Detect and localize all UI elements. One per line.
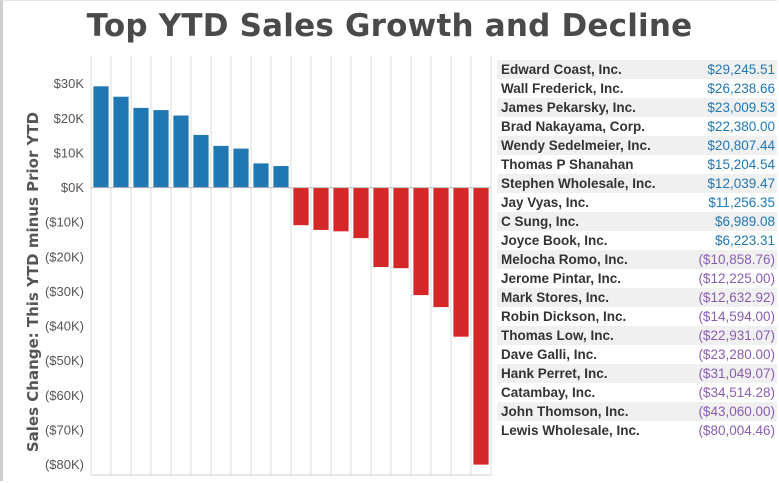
bar-13[interactable] [333, 187, 349, 232]
sales-change-value: $26,238.66 [707, 81, 775, 96]
bar-3[interactable] [133, 107, 149, 188]
y-tick-label: $0K [61, 180, 84, 195]
y-tick-label: ($50K) [45, 353, 84, 368]
customer-name: Wall Frederick, Inc. [501, 81, 624, 96]
table-row: Edward Coast, Inc. $29,245.51 [497, 60, 777, 79]
customer-name: Jerome Pintar, Inc. [501, 271, 622, 286]
sales-change-value: ($23,280.00) [698, 347, 775, 362]
customer-name: Wendy Sedelmeier, Inc. [501, 138, 651, 153]
bar-2[interactable] [113, 96, 129, 188]
customer-name: Catambay, Inc. [501, 385, 596, 400]
customer-name: Thomas Low, Inc. [501, 328, 614, 343]
bar-19[interactable] [453, 187, 469, 337]
bar-12[interactable] [313, 187, 329, 230]
sales-change-value: ($10,858.76) [698, 252, 775, 267]
bar-9[interactable] [253, 163, 269, 188]
bar-18[interactable] [433, 187, 449, 308]
customer-name: Robin Dickson, Inc. [501, 309, 627, 324]
table-row: Jay Vyas, Inc. $11,256.35 [497, 193, 777, 212]
table-row: John Thomson, Inc. ($43,060.00) [497, 402, 777, 421]
sales-change-value: $11,256.35 [708, 195, 775, 210]
customer-name: Jay Vyas, Inc. [501, 195, 590, 210]
customer-name: Mark Stores, Inc. [501, 290, 610, 305]
bar-15[interactable] [373, 187, 389, 267]
sales-change-value: ($14,594.00) [698, 309, 775, 324]
table-row: C Sung, Inc. $6,989.08 [497, 212, 777, 231]
customer-name: Edward Coast, Inc. [501, 62, 622, 77]
y-tick-label: $10K [54, 145, 85, 160]
sales-table: Edward Coast, Inc. $29,245.51 Wall Frederi… [497, 60, 777, 440]
table-row: Wendy Sedelmeier, Inc. $20,807.44 [497, 136, 777, 155]
y-tick-label: $30K [54, 76, 85, 91]
bar-5[interactable] [173, 115, 189, 188]
table-row: Joyce Book, Inc. $6,223.31 [497, 231, 777, 250]
sales-change-value: $29,245.51 [707, 62, 775, 77]
sales-change-value: $20,807.44 [707, 138, 775, 153]
sales-change-value: $12,039.47 [707, 176, 775, 191]
sales-change-value: ($22,931.07) [698, 328, 775, 343]
bar-14[interactable] [353, 187, 369, 239]
table-row: Robin Dickson, Inc. ($14,594.00) [497, 307, 777, 326]
bar-10[interactable] [273, 166, 289, 188]
sales-change-value: $6,989.08 [714, 214, 775, 229]
bar-16[interactable] [393, 187, 409, 269]
table-row: Melocha Romo, Inc. ($10,858.76) [497, 250, 777, 269]
chart-title: Top YTD Sales Growth and Decline [86, 8, 693, 44]
bar-8[interactable] [233, 148, 249, 188]
bar-11[interactable] [293, 187, 309, 226]
sales-change-value: ($43,060.00) [698, 404, 775, 419]
y-tick-label: ($60K) [45, 388, 84, 403]
customer-name: John Thomson, Inc. [501, 404, 629, 419]
customer-name: Hank Perret, Inc. [501, 366, 608, 381]
y-tick-label: ($20K) [45, 249, 84, 264]
bar-20[interactable] [473, 187, 489, 465]
sales-change-value: ($80,004.46) [698, 423, 775, 438]
sales-change-value: ($12,225.00) [698, 271, 775, 286]
customer-name: Stephen Wholesale, Inc. [501, 176, 656, 191]
customer-name: Lewis Wholesale, Inc. [501, 423, 640, 438]
customer-name: James Pekarsky, Inc. [501, 100, 636, 115]
y-tick-label: ($30K) [45, 284, 84, 299]
customer-name: Joyce Book, Inc. [501, 233, 608, 248]
y-tick-label: ($70K) [45, 422, 84, 437]
customer-name: Dave Galli, Inc. [501, 347, 598, 362]
table-row: Brad Nakayama, Corp. $22,380.00 [497, 117, 777, 136]
bar-1[interactable] [93, 86, 109, 188]
table-row: Lewis Wholesale, Inc. ($80,004.46) [497, 421, 777, 440]
bar-4[interactable] [153, 110, 169, 188]
sales-change-value: $23,009.53 [707, 100, 775, 115]
sales-change-value: ($12,632.92) [698, 290, 775, 305]
y-tick-label: $20K [54, 111, 85, 126]
bar-17[interactable] [413, 187, 429, 296]
sales-change-value: ($34,514.28) [698, 385, 775, 400]
customer-name: Melocha Romo, Inc. [501, 252, 628, 267]
sales-change-value: $6,223.31 [714, 233, 775, 248]
sales-change-value: $15,204.54 [707, 157, 775, 172]
table-row: James Pekarsky, Inc. $23,009.53 [497, 98, 777, 117]
customer-name: C Sung, Inc. [501, 214, 580, 229]
y-tick-label: ($40K) [45, 319, 84, 334]
sales-change-value: $22,380.00 [707, 119, 775, 134]
table-row: Dave Galli, Inc. ($23,280.00) [497, 345, 777, 364]
bar-7[interactable] [213, 145, 229, 188]
customer-name: Thomas P Shanahan [501, 157, 634, 172]
table-row: Thomas Low, Inc. ($22,931.07) [497, 326, 777, 345]
y-tick-label: ($80K) [45, 457, 84, 472]
table-row: Catambay, Inc. ($34,514.28) [497, 383, 777, 402]
table-row: Thomas P Shanahan $15,204.54 [497, 155, 777, 174]
customer-name: Brad Nakayama, Corp. [501, 119, 646, 134]
sales-change-value: ($31,049.07) [698, 366, 775, 381]
bar-6[interactable] [193, 134, 209, 188]
table-row: Hank Perret, Inc. ($31,049.07) [497, 364, 777, 383]
table-row: Wall Frederick, Inc. $26,238.66 [497, 79, 777, 98]
table-row: Mark Stores, Inc. ($12,632.92) [497, 288, 777, 307]
table-row: Stephen Wholesale, Inc. $12,039.47 [497, 174, 777, 193]
y-tick-label: ($10K) [45, 215, 84, 230]
table-row: Jerome Pintar, Inc. ($12,225.00) [497, 269, 777, 288]
